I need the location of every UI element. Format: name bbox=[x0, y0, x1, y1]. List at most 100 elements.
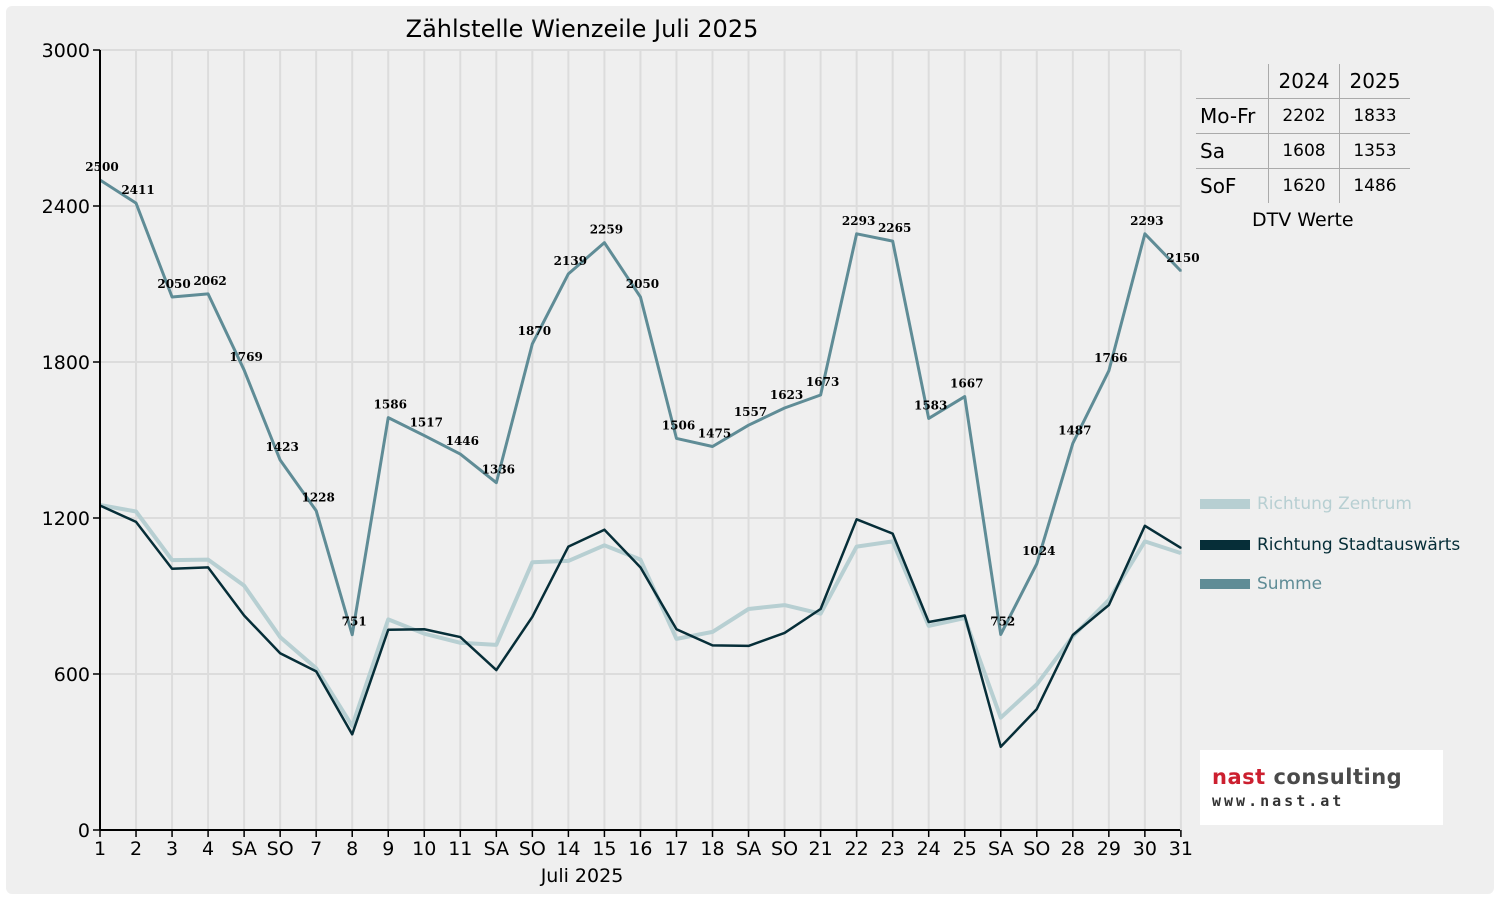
data-point bbox=[495, 481, 498, 484]
dtv-cell: 1608 bbox=[1268, 133, 1340, 169]
data-point bbox=[459, 642, 462, 644]
data-label: 1667 bbox=[950, 377, 983, 391]
data-point bbox=[135, 510, 137, 513]
logo-name-dark: consulting bbox=[1273, 765, 1403, 789]
data-point bbox=[243, 614, 245, 617]
data-point bbox=[315, 509, 317, 512]
x-tick-label: 4 bbox=[202, 838, 214, 860]
legend-swatch-zentrum bbox=[1200, 499, 1250, 509]
data-label: 2265 bbox=[878, 221, 911, 235]
data-point bbox=[459, 453, 462, 455]
data-point bbox=[639, 566, 642, 569]
data-point bbox=[819, 394, 822, 396]
data-label: 1673 bbox=[806, 375, 839, 389]
x-tick-label: 2 bbox=[130, 838, 142, 860]
data-point bbox=[1035, 562, 1038, 565]
x-tick-label: 30 bbox=[1133, 838, 1157, 860]
chart-title: Zählstelle Wienzeile Juli 2025 bbox=[406, 15, 759, 43]
data-point bbox=[1072, 442, 1074, 445]
data-point bbox=[531, 343, 534, 345]
dtv-caption: DTV Werte bbox=[1252, 209, 1354, 231]
data-point bbox=[351, 733, 354, 736]
data-point bbox=[1144, 525, 1146, 527]
data-label: 1475 bbox=[698, 427, 731, 441]
dtv-header-2025: 2025 bbox=[1339, 64, 1410, 99]
data-point bbox=[963, 395, 966, 398]
legend-swatch-stadtauswaerts bbox=[1200, 540, 1250, 550]
data-point bbox=[423, 628, 426, 631]
gridlines bbox=[100, 49, 1182, 830]
dtv-row-sof: SoF 1620 1486 bbox=[1196, 168, 1410, 203]
data-point bbox=[855, 233, 858, 235]
data-point bbox=[495, 669, 498, 671]
data-point bbox=[171, 559, 173, 561]
data-label: 1557 bbox=[734, 405, 767, 419]
legend-label-stadtauswaerts: Richtung Stadtauswärts bbox=[1257, 535, 1461, 555]
data-point bbox=[1144, 540, 1146, 543]
data-point bbox=[243, 369, 245, 371]
x-tick-label: 14 bbox=[556, 838, 580, 860]
y-tick-label: 600 bbox=[54, 664, 90, 686]
dtv-cell: 1833 bbox=[1339, 98, 1410, 134]
x-tick-label: 1 bbox=[94, 838, 106, 860]
x-tick-label: SA bbox=[484, 838, 509, 860]
data-label: 751 bbox=[342, 615, 367, 629]
data-point bbox=[135, 202, 137, 204]
dtv-cell: 1620 bbox=[1268, 168, 1340, 203]
data-label: 1228 bbox=[301, 491, 334, 505]
data-point bbox=[1035, 708, 1038, 710]
dtv-row-sa: Sa 1608 1353 bbox=[1196, 133, 1410, 169]
dtv-header-row: 2024 2025 bbox=[1196, 64, 1410, 99]
data-label: 1586 bbox=[374, 398, 407, 412]
data-point bbox=[531, 561, 534, 563]
data-point bbox=[495, 644, 498, 646]
data-point bbox=[999, 633, 1002, 636]
data-point bbox=[711, 631, 714, 633]
data-label: 1336 bbox=[482, 463, 515, 477]
company-logo: nast consulting www.nast.at bbox=[1200, 750, 1443, 825]
data-point bbox=[207, 558, 209, 561]
data-point bbox=[351, 725, 354, 727]
data-point bbox=[783, 407, 786, 409]
data-label: 2293 bbox=[1130, 214, 1163, 228]
data-label: 2050 bbox=[626, 277, 659, 291]
x-tick-label: 21 bbox=[809, 838, 833, 860]
data-point bbox=[855, 545, 858, 548]
data-point bbox=[207, 566, 209, 569]
dtv-row-label: Mo-Fr bbox=[1196, 98, 1269, 134]
x-tick-label: SA bbox=[736, 838, 761, 860]
x-tick-label: 23 bbox=[881, 838, 905, 860]
dtv-row-mofr: Mo-Fr 2202 1833 bbox=[1196, 98, 1410, 134]
data-point bbox=[171, 296, 173, 298]
x-tick-label: 10 bbox=[412, 838, 436, 860]
data-point bbox=[135, 521, 137, 523]
data-point bbox=[567, 273, 570, 275]
data-point bbox=[639, 558, 642, 561]
data-point bbox=[891, 532, 894, 535]
legend-item-zentrum: Richtung Zentrum bbox=[1200, 493, 1412, 515]
dtv-header-2024: 2024 bbox=[1268, 64, 1340, 99]
data-point bbox=[279, 636, 281, 638]
y-tick-label: 2400 bbox=[42, 196, 90, 218]
data-point bbox=[747, 424, 750, 426]
series-lines bbox=[99, 178, 1182, 749]
x-tick-label: SO bbox=[267, 838, 294, 860]
data-point bbox=[387, 416, 390, 419]
data-point bbox=[891, 540, 894, 543]
data-point bbox=[387, 629, 390, 631]
data-label: 1024 bbox=[1022, 544, 1055, 558]
data-point bbox=[531, 616, 534, 618]
data-point bbox=[1180, 552, 1182, 554]
data-point bbox=[999, 746, 1002, 748]
data-label: 2139 bbox=[554, 254, 587, 268]
data-label: 2293 bbox=[842, 214, 875, 228]
legend-item-stadtauswaerts: Richtung Stadtauswärts bbox=[1200, 534, 1460, 556]
data-point bbox=[171, 567, 173, 570]
data-label: 1769 bbox=[229, 350, 262, 364]
data-label: 752 bbox=[990, 614, 1015, 628]
data-point bbox=[675, 628, 678, 631]
data-point bbox=[783, 604, 786, 606]
x-tick-label: 16 bbox=[628, 838, 652, 860]
x-tick-label: SO bbox=[1023, 838, 1050, 860]
